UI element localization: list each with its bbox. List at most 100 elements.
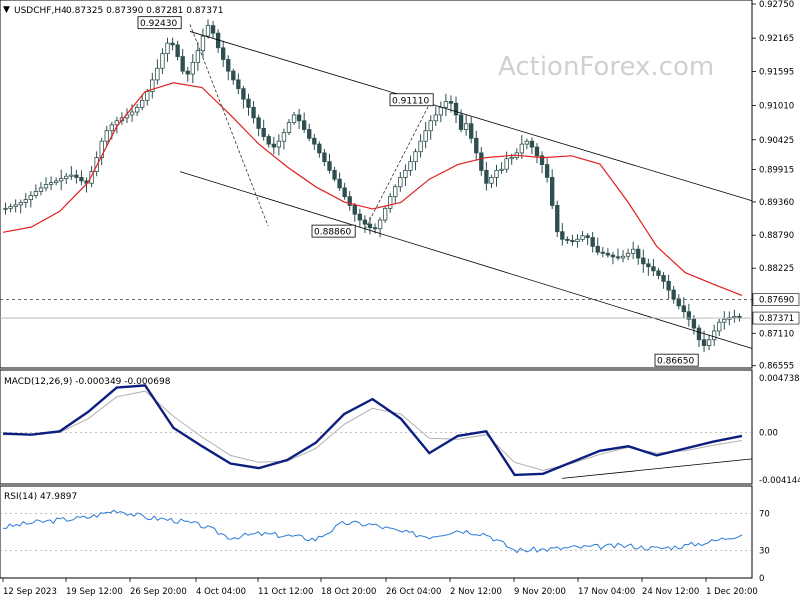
candle-body	[266, 136, 271, 145]
candle	[661, 272, 666, 289]
candle-body	[651, 266, 656, 272]
candle-body	[590, 237, 595, 247]
candle	[8, 203, 13, 213]
x-axis-label: 18 Oct 20:00	[321, 587, 376, 597]
price-swing-label-text: 0.91110	[392, 96, 429, 106]
candle	[403, 164, 408, 187]
candle-body	[722, 318, 727, 323]
candle	[651, 258, 656, 277]
candle	[620, 250, 626, 263]
candle	[180, 49, 185, 75]
candle-body	[600, 251, 605, 254]
candle	[28, 191, 34, 208]
candle	[696, 324, 702, 348]
candle-body	[281, 132, 287, 142]
candle	[53, 177, 59, 186]
candle	[205, 19, 211, 39]
candle-body	[691, 318, 697, 329]
candle-body	[398, 177, 403, 188]
candle	[489, 174, 494, 189]
candle	[301, 112, 307, 133]
candle-body	[433, 114, 438, 122]
candle-body	[367, 223, 373, 229]
candle-body	[3, 207, 8, 210]
candle-body	[550, 177, 555, 206]
candle-body	[620, 255, 626, 259]
candle-body	[575, 238, 580, 243]
candle-body	[286, 122, 292, 133]
candle	[48, 176, 54, 191]
candle	[352, 203, 357, 222]
candle-body	[453, 102, 459, 116]
candle-body	[276, 140, 282, 148]
candle-body	[175, 44, 180, 57]
candle	[236, 73, 241, 95]
header-ohlc: 0.87325 0.87390 0.87281 0.87371	[66, 6, 223, 16]
price-panel-frame	[0, 0, 753, 369]
x-axis-label: 24 Nov 12:00	[642, 587, 699, 597]
candle	[398, 171, 403, 192]
candle-body	[13, 204, 18, 208]
candle-body	[418, 140, 423, 153]
candle-body	[165, 42, 170, 55]
header-triangle: ▼	[3, 5, 10, 15]
candle-body	[43, 184, 49, 189]
candle	[433, 106, 438, 127]
candle-body	[605, 252, 611, 256]
x-axis-label: 17 Nov 04:00	[578, 587, 635, 597]
candle	[570, 234, 575, 246]
candle	[722, 311, 727, 330]
candle-body	[74, 174, 79, 178]
price-axis-label: 0.86555	[759, 362, 794, 372]
candle	[271, 136, 276, 155]
level-price-box: 0.87690	[752, 293, 800, 306]
candle	[732, 309, 737, 323]
candle-body	[145, 91, 150, 101]
candle-body	[641, 257, 646, 265]
rsi-axis-label: 30	[759, 546, 770, 556]
candle-body	[671, 289, 676, 300]
candle	[190, 54, 195, 84]
candle-body	[408, 161, 413, 171]
candle	[529, 137, 535, 154]
candle-body	[231, 70, 236, 81]
price-swing-label: 0.91110	[389, 93, 434, 106]
candle-body	[33, 191, 39, 196]
candle-body	[190, 61, 195, 75]
candle	[140, 94, 145, 111]
candle-body	[403, 170, 408, 178]
candle	[64, 173, 69, 185]
candle	[291, 112, 297, 126]
candle	[276, 134, 282, 156]
candle	[23, 193, 28, 208]
candle	[231, 68, 236, 85]
candle	[428, 115, 433, 140]
candle	[534, 143, 540, 164]
rsi-line	[2, 509, 743, 554]
candle	[605, 248, 611, 258]
macd-axis-label: 0.00	[759, 428, 778, 438]
candle-body	[595, 245, 600, 253]
candle-body	[615, 256, 621, 259]
candle	[560, 223, 565, 246]
candle	[185, 66, 190, 82]
candle	[170, 37, 175, 51]
candle	[671, 285, 676, 304]
candle-body	[448, 101, 454, 104]
candle	[342, 182, 347, 200]
candle-body	[377, 219, 383, 230]
price-swing-label-text: 0.92430	[140, 19, 177, 29]
candle	[388, 193, 393, 213]
candle-body	[170, 42, 175, 46]
candle	[580, 231, 585, 242]
channel-lower-line	[179, 171, 753, 349]
candle-body	[469, 123, 474, 139]
macd-layer	[0, 384, 753, 479]
candle-body	[701, 339, 707, 346]
rsi-layer	[0, 509, 752, 554]
x-axis-label: 26 Sep 20:00	[130, 587, 187, 597]
candle	[418, 134, 423, 158]
candle	[555, 200, 560, 237]
candle-body	[327, 161, 332, 171]
